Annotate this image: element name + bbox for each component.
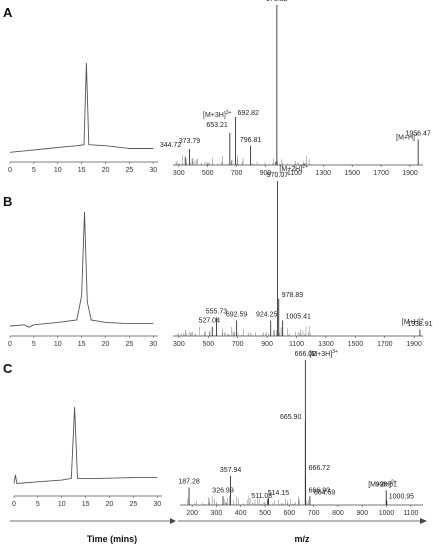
spectrum-c-tick-label: 1000 <box>379 510 395 517</box>
spectrum-b-peak-label: 978.89 <box>282 292 304 299</box>
chromatogram-b-tick-label: 10 <box>54 341 62 348</box>
spectrum-a-tick-label: 300 <box>173 170 185 177</box>
spectrum-a-ion-label: [M+H]+ <box>396 132 418 141</box>
spectrum-b-tick-label: 1900 <box>406 341 422 348</box>
spectrum-b-ion-label: [M+H]+ <box>402 317 424 326</box>
spectrum-b-tick-label: 1700 <box>377 341 393 348</box>
chromatogram-b-tick-label: 30 <box>149 341 157 348</box>
spectrum-b-tick-label: 1500 <box>348 341 364 348</box>
spectrum-c-peak-label: 511.08 <box>251 493 272 500</box>
spectrum-c-peak-label: 998.61 <box>376 482 398 489</box>
chromatogram-c-tick-label: 20 <box>106 501 114 508</box>
spectrum-b-peak-label: 924.25 <box>256 312 278 319</box>
chromatogram-b-trace <box>9 211 154 328</box>
spectrum-c-peak-label: 666.90 <box>309 488 331 495</box>
spectrum-c-tick-label: 600 <box>284 510 296 517</box>
spectrum-b-peak-label: 692.59 <box>226 312 248 319</box>
chromatogram-a-trace <box>9 62 154 153</box>
mz-axis-arrow <box>178 518 427 524</box>
spectrum-b-ion-label: [M+2H]2+ <box>279 164 308 173</box>
chromatogram-b-tick-label: 25 <box>125 341 133 348</box>
spectrum-a-peak-label: 796.81 <box>240 137 262 144</box>
chromatogram-b-tick-label: 20 <box>102 341 110 348</box>
spectrum-a-tick-label: 700 <box>231 170 243 177</box>
panel-letter-c: C <box>3 361 13 376</box>
spectrum-b-peak-label: 555.73 <box>206 308 228 315</box>
spectrum-c-peak-label: 1000.95 <box>389 494 414 501</box>
spectrum-a-peak-label: 653.21 <box>206 122 228 129</box>
chromatogram-c-tick-label: 10 <box>58 501 66 508</box>
spectrum-c-peak-label: 514.15 <box>268 490 290 497</box>
panel-letter-a: A <box>3 5 13 20</box>
spectrum-b-tick-label: 500 <box>202 341 214 348</box>
spectrum-b-peak-label: 527.04 <box>199 318 221 325</box>
spectrum-b-peak-label: 1938.91 <box>407 321 432 328</box>
spectrum-c-tick-label: 1100 <box>403 510 418 517</box>
spectrum-b-peak-label: 1005.41 <box>286 314 311 321</box>
panel-c: 0 5 10 15 20 25 30 187.28 326.99 357.94 511.08514.… <box>12 349 423 517</box>
spectrum-a-tick-label: 500 <box>202 170 214 177</box>
chromatogram-b-tick-label: 15 <box>78 341 86 348</box>
chromatogram-a-tick-label: 25 <box>125 167 133 174</box>
spectrum-a-peak-label: 692.82 <box>238 110 260 117</box>
spectrum-c-peak-label: 665.90 <box>280 414 302 421</box>
spectrum-b-tick-label: 300 <box>173 341 185 348</box>
chromatogram-a-tick-label: 10 <box>54 167 62 174</box>
spectrum-a-peak-label: 1956.47 <box>405 130 430 137</box>
chromatogram-c-trace <box>13 406 158 484</box>
spectrum-c-peak-label: 357.94 <box>220 467 242 474</box>
mz-axis-title: m/z <box>294 534 310 544</box>
spectrum-b-peak-label: 970.07 <box>267 172 289 179</box>
panel-letter-b: B <box>3 194 12 209</box>
spectrum-b-tick-label: 700 <box>232 341 244 348</box>
spectrum-c-peak-label: 187.28 <box>178 479 200 486</box>
spectrum-b-tick-label: 1300 <box>318 341 334 348</box>
spectrum-c-tick-label: 300 <box>211 510 223 517</box>
spectrum-a-peak-label: 373.79 <box>179 138 201 145</box>
spectrum-b-tick-label: 900 <box>261 341 273 348</box>
spectrum-a-peak-label: 344.72 <box>160 142 182 149</box>
spectrum-a-tick-label: 1100 <box>287 170 302 177</box>
chromatogram-a-tick-label: 20 <box>102 167 110 174</box>
chromatogram-c-tick-label: 15 <box>82 501 90 508</box>
chromatogram-c-tick-label: 25 <box>129 501 137 508</box>
chromatogram-c-tick-label: 5 <box>36 501 40 508</box>
spectrum-a-tick-label: 900 <box>260 170 272 177</box>
spectrum-a-tick-label: 1700 <box>373 170 389 177</box>
spectrum-a-tick-label: 1900 <box>402 170 418 177</box>
spectrum-c-tick-label: 400 <box>235 510 247 517</box>
spectrum-a-tick-label: 1300 <box>315 170 331 177</box>
chromatogram-c-tick-label: 0 <box>12 501 16 508</box>
chromatogram-c-tick-label: 30 <box>153 501 161 508</box>
time-axis-title: Time (mins) <box>87 534 137 544</box>
spectrum-c-tick-label: 700 <box>308 510 320 517</box>
chromatogram-a-tick-label: 5 <box>32 167 36 174</box>
spectrum-b-tick-label: 1100 <box>289 341 304 348</box>
chromatogram-a-tick-label: 15 <box>78 167 86 174</box>
chromatogram-a-tick-label: 0 <box>8 167 12 174</box>
spectrum-a-tick-label: 1500 <box>344 170 360 177</box>
spectrum-c-peak-label: 684.59 <box>314 489 336 496</box>
spectrum-c-tick-label: 500 <box>259 510 271 517</box>
spectrum-a-ion-label: [M+3H]3+ <box>203 110 232 119</box>
spectrum-c-peak-label: 666.72 <box>309 465 331 472</box>
chromatogram-a-tick-label: 30 <box>149 167 157 174</box>
spectrum-c-ion-label: [M+2H]2+ <box>368 480 397 489</box>
spectrum-c-tick-label: 900 <box>356 510 368 517</box>
time-axis-arrow <box>10 518 176 524</box>
spectrum-c-ion-label: [M+3H]3+ <box>309 349 338 358</box>
chromatogram-b-tick-label: 5 <box>32 341 36 348</box>
spectrum-c-peak-label: 326.99 <box>212 487 234 494</box>
spectrum-c-peak-label: 666.02 <box>295 351 317 358</box>
spectrum-c-tick-label: 800 <box>332 510 344 517</box>
chromatogram-b-tick-label: 0 <box>8 341 12 348</box>
spectrum-c-tick-label: 200 <box>186 510 198 517</box>
spectrum-a-peak-label: 978.82 <box>266 0 288 3</box>
